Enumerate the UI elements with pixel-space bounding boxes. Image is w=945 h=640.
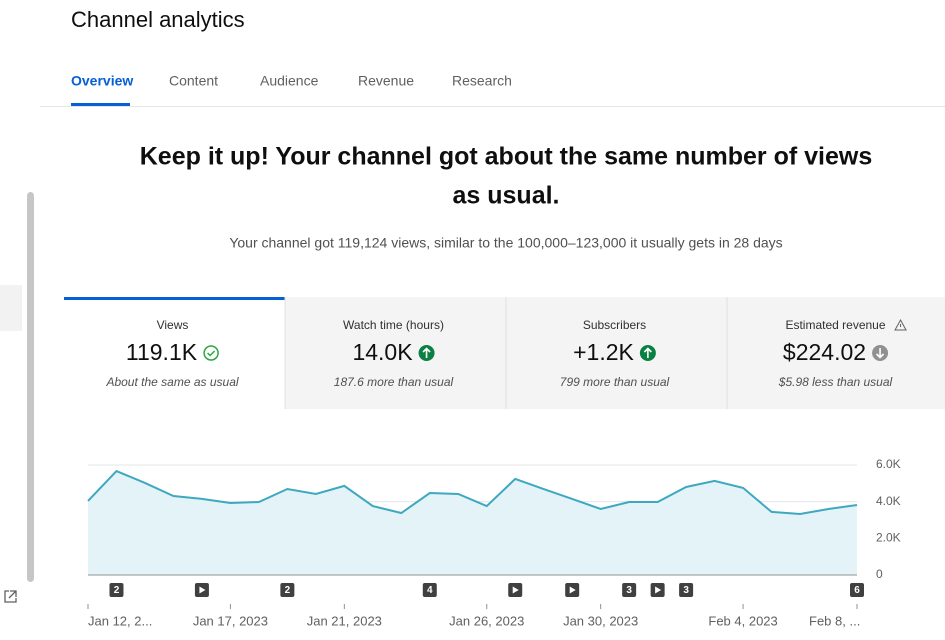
x-tick-label: Jan 21, 2023 bbox=[307, 613, 382, 628]
card-note: 799 more than usual bbox=[560, 375, 670, 389]
x-tick-label: Feb 4, 2023 bbox=[708, 613, 777, 628]
tab[interactable]: Research bbox=[452, 73, 512, 89]
card-value: 119.1K bbox=[126, 339, 198, 365]
page-title: Channel analytics bbox=[71, 7, 245, 32]
subtext: Your channel got 119,124 views, similar … bbox=[229, 235, 782, 251]
card-indicator bbox=[64, 297, 285, 300]
video-marker[interactable] bbox=[280, 583, 295, 597]
y-tick-label: 0 bbox=[876, 567, 883, 581]
video-count: 4 bbox=[427, 585, 433, 596]
tab[interactable]: Overview bbox=[71, 73, 133, 89]
video-marker[interactable] bbox=[622, 583, 637, 597]
card-value: $224.02 bbox=[783, 339, 866, 365]
metric-card[interactable]: Views 119.1K About the same as usual bbox=[64, 297, 285, 409]
card-label: Subscribers bbox=[583, 318, 646, 332]
external-link-icon[interactable] bbox=[4, 590, 17, 603]
area-line bbox=[87, 469, 858, 515]
video-count: 6 bbox=[854, 585, 860, 596]
x-tick-label: Jan 17, 2023 bbox=[193, 613, 268, 628]
metric-card[interactable]: Subscribers +1.2K 799 more than usual bbox=[505, 297, 670, 409]
y-tick-label: 2.0K bbox=[876, 531, 901, 545]
up-icon bbox=[422, 347, 431, 358]
tab[interactable]: Revenue bbox=[358, 73, 414, 89]
y-tick-label: 6.0K bbox=[876, 457, 901, 471]
card-note: About the same as usual bbox=[105, 375, 238, 389]
area-fill bbox=[88, 471, 857, 575]
down-icon bbox=[876, 348, 885, 359]
y-tick-label: 4.0K bbox=[876, 494, 901, 508]
card-value: +1.2K bbox=[573, 339, 634, 365]
tab[interactable]: Audience bbox=[260, 73, 319, 89]
tab[interactable]: Content bbox=[169, 73, 218, 89]
tab-indicator bbox=[71, 103, 130, 106]
check-icon bbox=[207, 350, 216, 357]
up-icon bbox=[643, 347, 652, 358]
headline: as usual. bbox=[453, 182, 560, 210]
card-note: 187.6 more than usual bbox=[334, 375, 454, 389]
video-count: 2 bbox=[285, 585, 291, 596]
warning-icon bbox=[894, 318, 907, 331]
scrollbar[interactable] bbox=[27, 192, 34, 582]
video-count: 3 bbox=[626, 585, 632, 596]
metric-card[interactable]: Watch time (hours) 14.0K 187.6 more than u… bbox=[284, 297, 454, 409]
video-marker[interactable] bbox=[422, 583, 437, 597]
metric-card[interactable]: Estimated revenue $224.02 $5.98 less than … bbox=[726, 297, 907, 409]
video-count: 3 bbox=[683, 585, 689, 596]
video-count: 2 bbox=[114, 585, 120, 596]
sidebar-item bbox=[0, 285, 22, 331]
video-marker[interactable] bbox=[850, 583, 864, 597]
video-marker[interactable] bbox=[679, 583, 694, 597]
card-value: 14.0K bbox=[352, 339, 413, 365]
card-label: Watch time (hours) bbox=[343, 318, 444, 332]
card-bg bbox=[64, 297, 285, 409]
video-marker[interactable] bbox=[109, 583, 124, 597]
card-label: Estimated revenue bbox=[785, 318, 885, 332]
play-icon bbox=[199, 586, 206, 594]
check-icon bbox=[203, 345, 219, 361]
play-icon bbox=[569, 586, 576, 594]
headline: Keep it up! Your channel got about the s… bbox=[140, 143, 873, 171]
x-tick-label: Jan 26, 2023 bbox=[449, 613, 524, 628]
x-tick-label: Jan 30, 2023 bbox=[563, 613, 638, 628]
card-note: $5.98 less than usual bbox=[778, 375, 893, 389]
card-label: Views bbox=[157, 318, 189, 332]
play-icon bbox=[655, 586, 662, 594]
x-tick-label: Jan 12, 2... bbox=[88, 613, 152, 628]
play-icon bbox=[512, 586, 519, 594]
x-tick-label: Feb 8, ... bbox=[809, 613, 860, 628]
